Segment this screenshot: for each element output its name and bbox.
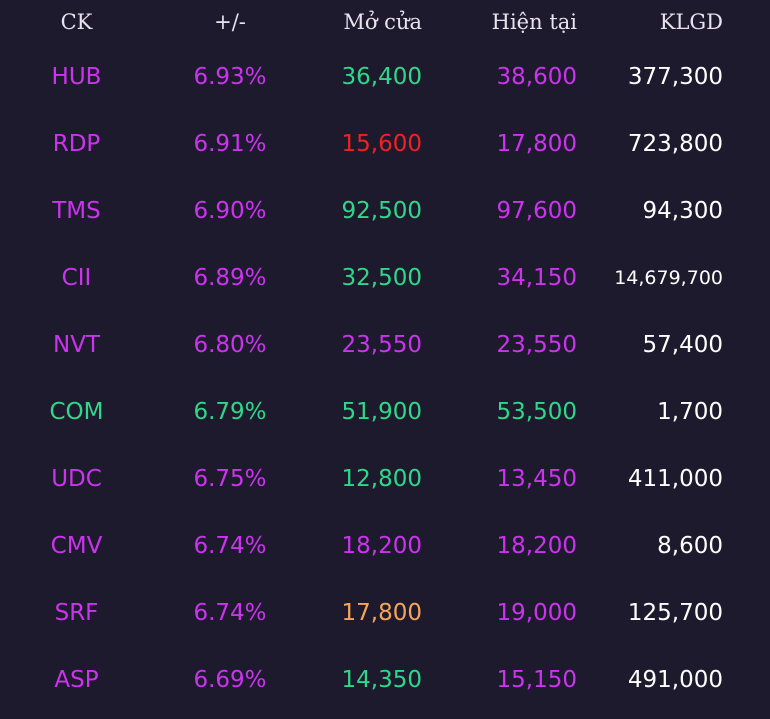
table-row[interactable]: NVT 6.80% 23,550 23,550 57,400 xyxy=(0,312,770,379)
volume-cell: 14,679,700 xyxy=(614,267,723,289)
current-price-cell: 97,600 xyxy=(496,198,577,224)
table-row[interactable]: RDP 6.91% 15,600 17,800 723,800 xyxy=(0,111,770,178)
current-price-cell: 15,150 xyxy=(496,667,577,693)
change-cell: 6.89% xyxy=(193,265,267,291)
current-price-cell: 17,800 xyxy=(496,131,577,157)
table-row[interactable]: ASP 6.69% 14,350 15,150 491,000 xyxy=(0,647,770,714)
header-open: Mở cửa xyxy=(343,10,422,34)
ticker-cell[interactable]: RDP xyxy=(52,131,101,157)
volume-cell: 94,300 xyxy=(642,198,723,224)
current-price-cell: 38,600 xyxy=(496,64,577,90)
table-row[interactable]: SRF 6.74% 17,800 19,000 125,700 xyxy=(0,580,770,647)
current-price-cell: 19,000 xyxy=(496,600,577,626)
change-cell: 6.74% xyxy=(193,533,267,559)
volume-cell: 125,700 xyxy=(627,600,723,626)
open-price-cell: 36,400 xyxy=(341,64,422,90)
volume-cell: 377,300 xyxy=(627,64,723,90)
table-row[interactable]: TMS 6.90% 92,500 97,600 94,300 xyxy=(0,178,770,245)
volume-cell: 8,600 xyxy=(657,533,723,559)
table-row[interactable]: HUB 6.93% 36,400 38,600 377,300 xyxy=(0,44,770,111)
header-current: Hiện tại xyxy=(491,10,577,34)
ticker-cell[interactable]: SRF xyxy=(54,600,99,626)
ticker-cell[interactable]: ASP xyxy=(54,667,99,693)
table-row[interactable]: UDC 6.75% 12,800 13,450 411,000 xyxy=(0,446,770,513)
volume-cell: 723,800 xyxy=(627,131,723,157)
change-cell: 6.75% xyxy=(193,466,267,492)
volume-cell: 57,400 xyxy=(642,332,723,358)
ticker-cell[interactable]: HUB xyxy=(51,64,102,90)
header-change: +/- xyxy=(214,10,246,34)
volume-cell: 411,000 xyxy=(627,466,723,492)
table-row[interactable]: CMV 6.74% 18,200 18,200 8,600 xyxy=(0,513,770,580)
current-price-cell: 18,200 xyxy=(496,533,577,559)
table-header: CK +/- Mở cửa Hiện tại KLGD xyxy=(0,0,770,44)
change-cell: 6.93% xyxy=(193,64,267,90)
ticker-cell[interactable]: COM xyxy=(49,399,104,425)
volume-cell: 491,000 xyxy=(627,667,723,693)
table-row[interactable]: CII 6.89% 32,500 34,150 14,679,700 xyxy=(0,245,770,312)
ticker-cell[interactable]: CII xyxy=(61,265,92,291)
open-price-cell: 23,550 xyxy=(341,332,422,358)
ticker-cell[interactable]: NVT xyxy=(53,332,100,358)
open-price-cell: 17,800 xyxy=(341,600,422,626)
open-price-cell: 15,600 xyxy=(341,131,422,157)
ticker-cell[interactable]: CMV xyxy=(50,533,103,559)
open-price-cell: 32,500 xyxy=(341,265,422,291)
open-price-cell: 12,800 xyxy=(341,466,422,492)
current-price-cell: 23,550 xyxy=(496,332,577,358)
change-cell: 6.69% xyxy=(193,667,267,693)
open-price-cell: 14,350 xyxy=(341,667,422,693)
open-price-cell: 92,500 xyxy=(341,198,422,224)
open-price-cell: 18,200 xyxy=(341,533,422,559)
current-price-cell: 13,450 xyxy=(496,466,577,492)
volume-cell: 1,700 xyxy=(657,399,723,425)
header-volume: KLGD xyxy=(659,10,723,34)
ticker-cell[interactable]: UDC xyxy=(51,466,102,492)
change-cell: 6.80% xyxy=(193,332,267,358)
change-cell: 6.74% xyxy=(193,600,267,626)
change-cell: 6.79% xyxy=(193,399,267,425)
table-row[interactable]: COM 6.79% 51,900 53,500 1,700 xyxy=(0,379,770,446)
ticker-cell[interactable]: TMS xyxy=(52,198,101,224)
current-price-cell: 53,500 xyxy=(496,399,577,425)
open-price-cell: 51,900 xyxy=(341,399,422,425)
current-price-cell: 34,150 xyxy=(496,265,577,291)
header-ck: CK xyxy=(60,10,93,34)
change-cell: 6.90% xyxy=(193,198,267,224)
change-cell: 6.91% xyxy=(193,131,267,157)
